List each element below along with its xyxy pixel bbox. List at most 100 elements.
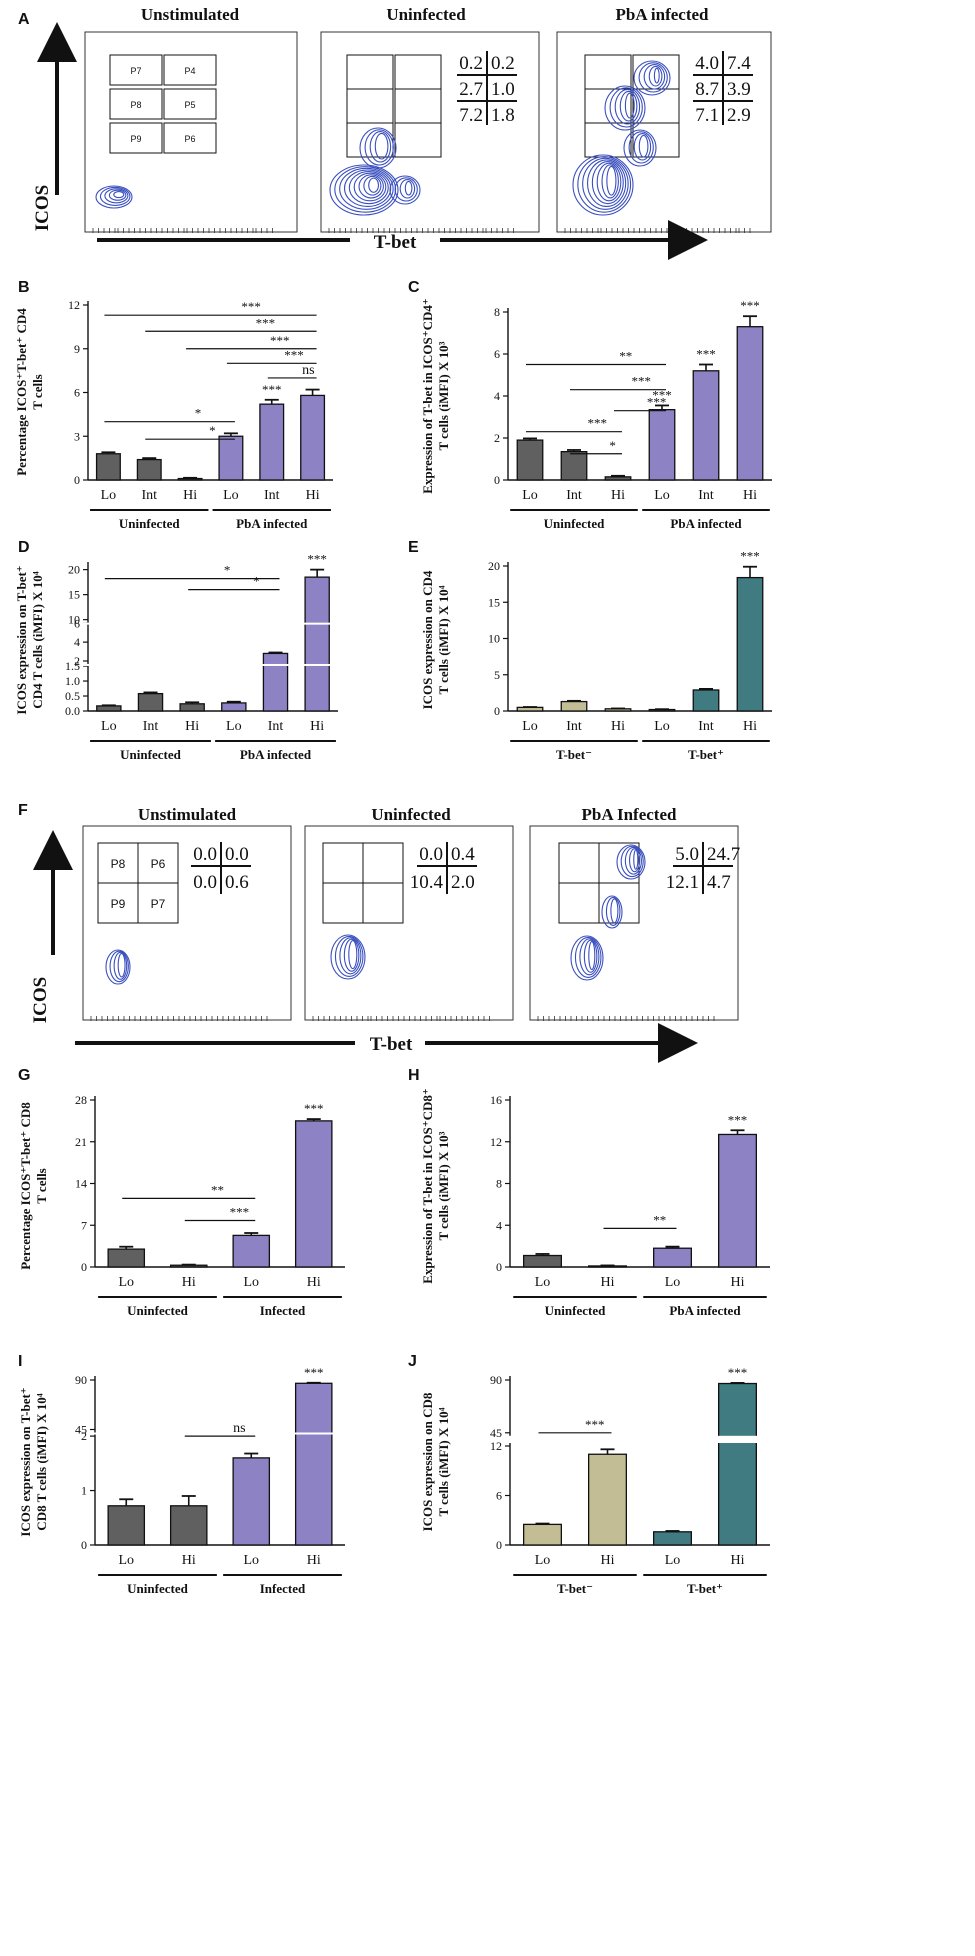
chart-D: D 0.00.51.01.52 4 610 15 20 ICOS expression on… (14, 539, 338, 762)
flow-A-contour-pba-d-ring-3 (638, 134, 649, 158)
flow-A-contour-unstim-ring-4 (113, 191, 125, 199)
chart-J-group-label-0: T-bet⁻ (557, 1581, 593, 1596)
chart-B-star-0: *** (262, 382, 282, 397)
flow-A-contour-pba-d-ring-0 (623, 129, 657, 167)
chart-I-bar-break-3 (294, 1432, 333, 1435)
flow-A-pba-q1: 7.4 (727, 53, 751, 74)
flow-F-contour-pba-c-ring-2 (610, 898, 619, 924)
chart-J-ytick-label: 0 (496, 1538, 502, 1552)
chart-C-star-2: *** (740, 298, 760, 313)
chart-J-ylabel-2: T cells (iMFI) X 10⁴ (436, 1407, 451, 1516)
flow-A-contour-uninf-b-ring-2 (369, 131, 392, 163)
chart-B-xtick-label-5: Hi (306, 488, 320, 503)
chart-E-bar-4 (692, 689, 720, 712)
flow-A-contour-pba-ring-0 (572, 154, 634, 216)
chart-H-ytick-label: 16 (490, 1093, 502, 1107)
flow-A-plot-frame-1 (320, 31, 540, 233)
chart-E-bar-0 (516, 706, 544, 712)
flow-A-contour-unstim-ring-3 (108, 189, 127, 201)
flow-A-contour-pba-ring-2 (582, 157, 629, 210)
chart-H-ylabel-2: T cells (iMFI) X 10³ (436, 1131, 451, 1240)
chart-G-ylabel-2: T cells (34, 1168, 49, 1204)
chart-C-ytick-label: 6 (494, 347, 500, 361)
flow-F-gate-label-0: P8 (111, 857, 126, 871)
chart-E-xtick-label-2: Hi (611, 719, 625, 734)
flow-F-title-2: PbA Infected (582, 805, 677, 824)
chart-H-ytick-label: 8 (496, 1177, 502, 1191)
chart-J-xtick-label-0: Lo (535, 1553, 551, 1568)
panel-letter-I: I (18, 1353, 22, 1370)
chart-J-ylabel-1: ICOS expression on CD8 (420, 1392, 435, 1531)
panel-letter-C: C (408, 279, 420, 296)
chart-C-bar-1 (560, 450, 588, 481)
chart-J-bar-1 (588, 1453, 628, 1546)
chart-D-xtick-label-5: Hi (310, 719, 324, 734)
flow-F-x-label: T-bet (370, 1034, 413, 1055)
flow-F-title-1: Uninfected (371, 805, 451, 824)
flow-F-gate-label-1: P6 (151, 857, 166, 871)
flow-A-contour-pba-c-ring-4 (653, 67, 660, 84)
chart-J-bar-break-3 (717, 1435, 758, 1443)
flow-A-contour-uninf-c-ring-1 (394, 177, 418, 202)
panel-letter-J: J (408, 1353, 417, 1370)
flow-F-contour-pba-ring-3 (583, 939, 598, 973)
chart-B-xtick-label-3: Lo (223, 488, 239, 503)
chart-E-ylabel-1: ICOS expression on CD4 (420, 570, 435, 709)
chart-H-ylabel-1: Expression of T-bet in ICOS⁺CD8⁺ (420, 1088, 435, 1284)
flow-A-contour-uninf-ring-4 (348, 171, 389, 205)
chart-B-bar-5 (300, 394, 326, 481)
flow-A-uninf-q0: 0.2 (459, 53, 483, 74)
chart-C-group-label-0: Uninfected (544, 516, 605, 531)
chart-B-ylabel-1: Percentage ICOS⁺T-bet⁺ CD4 (14, 308, 29, 476)
chart-G-ylabel-1: Percentage ICOS⁺T-bet⁺ CD8 (18, 1102, 33, 1270)
chart-B-group-label-0: Uninfected (119, 516, 180, 531)
flow-A-contour-pba-ring-7 (606, 165, 617, 196)
flow-A-contour-uninf-b-ring-1 (364, 129, 394, 166)
flow-A-contour-pba-ring-1 (577, 156, 632, 213)
flow-F-contour-uninf-ring-2 (339, 937, 362, 975)
chart-B-bracket-label-5: * (195, 406, 202, 421)
chart-I-bar-3 (294, 1382, 333, 1546)
chart-D-ytick-label: 20 (68, 563, 80, 577)
flow-F-unstim-q1: 0.0 (225, 844, 249, 865)
flow-A-y-label: ICOS (32, 185, 53, 231)
chart-B-bar-4 (259, 403, 285, 481)
flow-A-contour-unstim-ring-2 (104, 188, 129, 204)
flow-A-gate-2 (584, 54, 632, 90)
flow-A-contour-uninf-c-ring-3 (404, 180, 413, 196)
flow-F-uninf-q2: 10.4 (410, 872, 444, 893)
chart-B-group-label-1: PbA infected (236, 516, 308, 531)
chart-C-ylabel-2: T cells (iMFI) X 10³ (436, 341, 451, 450)
chart-D-xtick-label-0: Lo (101, 719, 117, 734)
chart-D-xtick-label-3: Lo (226, 719, 242, 734)
chart-D-axis-break (82, 622, 94, 625)
flow-F-contour-pba-ring-0 (570, 935, 604, 981)
flow-A-gate-0 (163, 122, 217, 154)
chart-H-bar-2 (653, 1247, 693, 1268)
chart-G-ytick-label: 14 (75, 1177, 87, 1191)
chart-B-bracket-label-3: *** (284, 347, 304, 362)
flow-F-gate-0 (137, 882, 179, 924)
chart-I-xtick-label-1: Hi (182, 1553, 196, 1568)
chart-J-bar-3 (718, 1382, 758, 1546)
chart-J-bar-2 (653, 1531, 693, 1546)
chart-C-ytick-label: 2 (494, 431, 500, 445)
chart-C-xtick-label-0: Lo (522, 488, 538, 503)
chart-E-xtick-label-5: Hi (743, 719, 757, 734)
chart-B-bar-2 (177, 477, 203, 481)
flow-F-uninf-q0: 0.0 (419, 844, 443, 865)
chart-G-xtick-label-1: Hi (182, 1275, 196, 1290)
flow-A-contour-unstim-ring-0 (95, 185, 133, 209)
chart-B-ytick-label: 9 (74, 342, 80, 356)
chart-G-xtick-label-3: Hi (307, 1275, 321, 1290)
chart-I-ytick-label: 0 (81, 1538, 87, 1552)
chart-E-ytick-label: 5 (494, 668, 500, 682)
chart-J-bracket-label-0: *** (585, 1417, 605, 1432)
chart-E-bar-1 (560, 700, 588, 712)
chart-J-axis-break (504, 1435, 516, 1443)
chart-C-bracket-label-0: ** (619, 349, 632, 364)
chart-C-xtick-label-4: Int (698, 488, 714, 503)
flow-A-contour-uninf-b-ring-0 (359, 127, 397, 169)
